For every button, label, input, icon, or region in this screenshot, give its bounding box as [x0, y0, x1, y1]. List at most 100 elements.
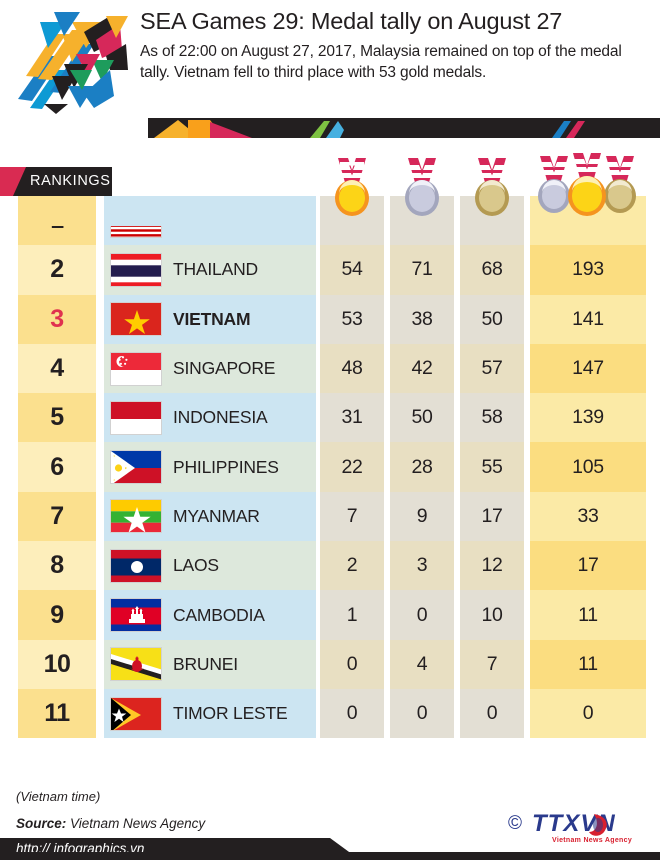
- gold-cell: 48: [320, 343, 384, 394]
- country-cell: CAMBODIA: [104, 590, 316, 640]
- gold-cell: 54: [320, 245, 384, 295]
- indonesia-flag: [110, 400, 162, 435]
- bronze-cell: 50: [460, 294, 524, 344]
- bronze-count: 57: [481, 357, 503, 380]
- ttxvn-logo: TTXVN Vietnam News Agency: [530, 808, 650, 846]
- silver-count: 9: [416, 504, 428, 527]
- country-cell: SINGAPORE: [104, 343, 316, 394]
- silver-cell: 0: [390, 688, 454, 739]
- timor-leste-flag: [110, 696, 162, 731]
- brunei-flag: [110, 647, 162, 682]
- rank-cell: 4: [18, 343, 96, 394]
- gold-count: 31: [341, 406, 363, 429]
- table-row: 5 INDONESIA 31 50 58 139: [0, 393, 660, 443]
- column-header-fill: [18, 200, 96, 226]
- gold-count: 53: [341, 307, 363, 330]
- laos-flag: [110, 548, 162, 583]
- country-name: SINGAPORE: [173, 358, 276, 379]
- bronze-cell: 58: [460, 393, 524, 443]
- silver-medal-icon: [392, 156, 452, 223]
- bronze-count: 50: [481, 307, 503, 330]
- gold-count: 54: [341, 258, 363, 281]
- bronze-cell: 55: [460, 442, 524, 492]
- footnote-vietnam-time: (Vietnam time): [16, 789, 101, 804]
- rank-number: 8: [50, 551, 64, 580]
- silver-count: 38: [411, 307, 433, 330]
- total-cell: 147: [530, 343, 646, 394]
- silver-count: 3: [416, 554, 428, 577]
- bronze-count: 58: [481, 406, 503, 429]
- country-cell: MYANMAR: [104, 491, 316, 542]
- gold-medal-icon: [322, 156, 382, 223]
- rankings-bar: [13, 167, 112, 196]
- silver-count: 0: [416, 603, 428, 626]
- country-cell: VIETNAM: [104, 294, 316, 344]
- gold-cell: 2: [320, 541, 384, 591]
- thailand-flag: [110, 252, 162, 287]
- country-cell: BRUNEI: [104, 639, 316, 689]
- bronze-count: 10: [481, 603, 503, 626]
- country-name: INDONESIA: [173, 407, 268, 428]
- rank-number: 6: [50, 452, 64, 481]
- rank-cell: 10: [18, 639, 96, 689]
- gold-count: 2: [346, 554, 358, 577]
- silver-count: 4: [416, 652, 428, 675]
- bronze-cell: 10: [460, 590, 524, 640]
- gold-count: 48: [341, 357, 363, 380]
- bronze-medal-icon: [462, 156, 522, 223]
- bronze-count: 55: [481, 455, 503, 478]
- rank-number: 2: [50, 255, 64, 284]
- country-cell: PHILIPPINES: [104, 442, 316, 492]
- bronze-cell: 57: [460, 343, 524, 394]
- total-cell: 33: [530, 491, 646, 542]
- silver-count: 0: [416, 702, 428, 725]
- country-cell: LAOS: [104, 541, 316, 591]
- column-header-fill: [104, 200, 316, 226]
- table-row: 2 THAILAND 54 71 68 193: [0, 245, 660, 295]
- rank-number: 11: [44, 699, 70, 728]
- silver-count: 42: [411, 357, 433, 380]
- rank-cell: 8: [18, 541, 96, 591]
- total-count: 141: [572, 307, 604, 330]
- total-count: 11: [578, 652, 598, 675]
- table-row: 10 BRUNEI 0 4 7: [0, 639, 660, 689]
- gold-count: 0: [346, 652, 358, 675]
- total-cell: 141: [530, 294, 646, 344]
- three-medals-icon: [530, 150, 648, 225]
- vietnam-flag: [110, 302, 162, 337]
- bronze-count: 17: [481, 504, 503, 527]
- rank-number: 10: [43, 649, 71, 678]
- table-row: 6 PHILIPPINES 22 28 55 10: [0, 442, 660, 492]
- rank-cell: 11: [18, 688, 96, 739]
- bronze-count: 68: [481, 258, 503, 281]
- country-name: PHILIPPINES: [173, 456, 279, 477]
- bronze-count: 0: [486, 702, 498, 725]
- singapore-flag: [110, 351, 162, 386]
- silver-cell: 50: [390, 393, 454, 443]
- rank-number: 9: [50, 600, 64, 629]
- philippines-flag: [110, 450, 162, 485]
- page-title: SEA Games 29: Medal tally on August 27: [140, 8, 563, 34]
- gold-cell: 22: [320, 442, 384, 492]
- source-line: Source: Vietnam News Agency: [16, 816, 205, 831]
- svg-text:Vietnam News Agency: Vietnam News Agency: [552, 837, 632, 844]
- gold-cell: 7: [320, 491, 384, 542]
- gold-cell: 0: [320, 639, 384, 689]
- country-name: LAOS: [173, 555, 219, 576]
- silver-cell: 28: [390, 442, 454, 492]
- total-count: 0: [582, 702, 594, 725]
- silver-cell: 4: [390, 639, 454, 689]
- total-count: 193: [572, 258, 604, 281]
- silver-cell: 0: [390, 590, 454, 640]
- bronze-cell: 12: [460, 541, 524, 591]
- silver-count: 50: [411, 406, 433, 429]
- country-name: VIETNAM: [173, 308, 251, 329]
- total-cell: 193: [530, 245, 646, 295]
- table-row: 9 CAMBODIA 1: [0, 590, 660, 640]
- table-row: 4 SINGAPORE 48 42 57: [0, 343, 660, 394]
- table-row: 8 LAOS 2 3 12 17: [0, 541, 660, 591]
- silver-cell: 42: [390, 343, 454, 394]
- rank-number: 3: [50, 304, 64, 333]
- rank-cell: 7: [18, 491, 96, 542]
- country-name: CAMBODIA: [173, 604, 265, 625]
